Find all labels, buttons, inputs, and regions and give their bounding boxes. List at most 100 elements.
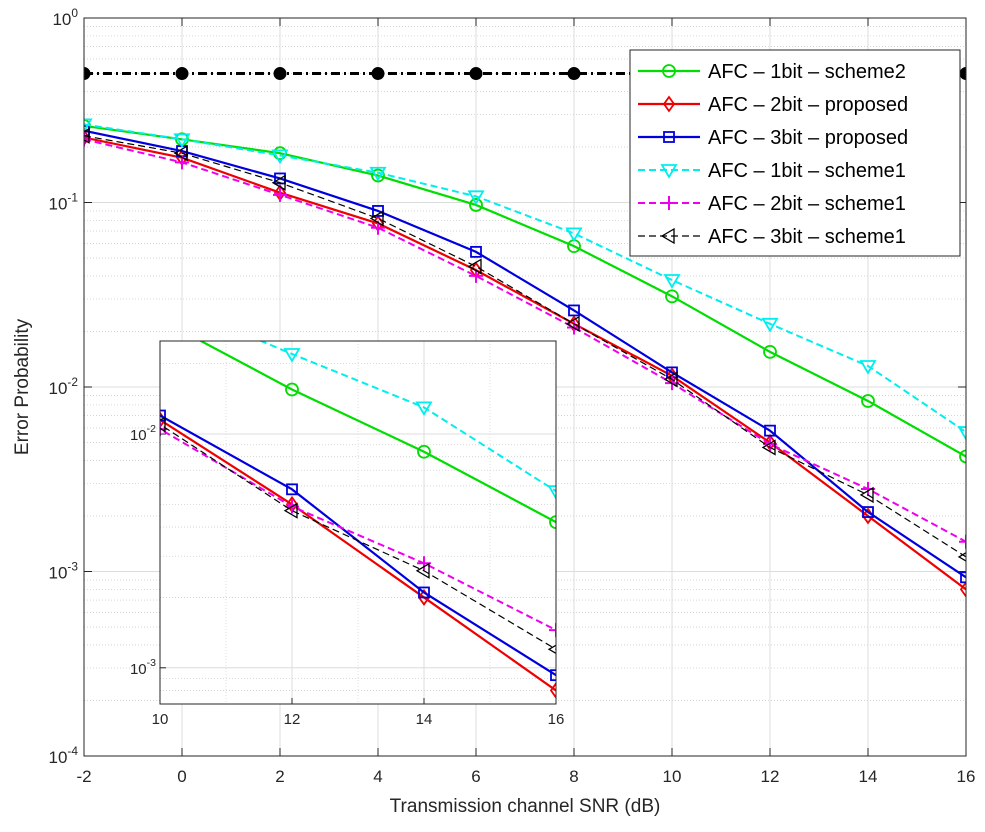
data-point <box>415 401 433 417</box>
y-tick-label: 10-2 <box>49 375 79 398</box>
legend-label: AFC – 1bit – scheme1 <box>708 160 906 182</box>
legend-items: AFC – 1bit – scheme2 AFC – 2bit – propose… <box>638 61 908 248</box>
data-point <box>761 317 779 333</box>
data-point <box>547 485 556 500</box>
data-point <box>861 394 875 408</box>
data-point <box>549 515 556 529</box>
main-x-ticks: -2 0 2 4 6 8 10 12 14 16 <box>76 18 975 786</box>
data-point <box>665 289 679 304</box>
data-point <box>467 258 482 275</box>
x-tick-label: 10 <box>663 767 682 786</box>
data-point <box>469 198 483 212</box>
data-point <box>470 245 482 258</box>
legend-label: AFC – 2bit – scheme1 <box>708 193 906 215</box>
data-point <box>568 304 580 317</box>
data-point <box>371 67 385 81</box>
inset-x-ticks: 10 12 14 16 <box>152 698 565 728</box>
data-point <box>285 382 299 397</box>
x-tick-label: 16 <box>957 767 976 786</box>
data-point <box>957 552 966 562</box>
data-point <box>549 681 556 699</box>
data-point <box>469 67 483 81</box>
data-point <box>960 571 966 584</box>
x-tick-label: 14 <box>859 767 878 786</box>
legend-marker <box>663 131 675 143</box>
series-3 <box>84 118 966 441</box>
data-point <box>271 149 289 165</box>
data-point <box>417 444 431 459</box>
legend-box <box>629 49 961 257</box>
legend-item: AFC – 2bit – scheme1 <box>638 193 906 215</box>
y-tick-label: 10-3 <box>130 657 156 678</box>
data-point <box>283 502 298 519</box>
inset-axes-box <box>159 340 557 705</box>
data-point <box>160 409 166 422</box>
series-5 <box>160 416 556 655</box>
legend-marker <box>662 64 676 78</box>
y-tick-label: 10-2 <box>130 423 156 444</box>
inset-x-tick-label: 10 <box>152 711 169 728</box>
series-3 <box>258 341 556 500</box>
inset-y-ticks: 10-3 10-2 <box>130 423 166 678</box>
legend-item: AFC – 3bit – scheme1 <box>638 226 906 248</box>
x-tick-label: -2 <box>76 767 91 786</box>
data-point <box>859 486 874 504</box>
data-point <box>369 210 384 227</box>
legend-marker <box>662 95 676 113</box>
data-point <box>565 315 580 332</box>
data-point <box>415 562 430 579</box>
data-point <box>271 174 286 191</box>
y-axis-label: Error Probability <box>12 318 33 455</box>
legend-marker <box>660 227 675 245</box>
data-point <box>764 424 776 437</box>
series-line <box>84 138 966 543</box>
data-point <box>959 449 966 464</box>
inset-series <box>160 341 556 699</box>
data-point <box>286 483 298 496</box>
data-point <box>957 426 966 441</box>
legend-item: AFC – 1bit – scheme2 <box>638 61 906 83</box>
series-2 <box>160 409 556 682</box>
legend-item: AFC – 1bit – scheme1 <box>638 160 906 182</box>
data-point <box>273 67 287 81</box>
x-axis-label: Transmission channel SNR (dB) <box>390 796 661 817</box>
series-line <box>84 123 966 433</box>
data-point <box>567 67 581 81</box>
y-tick-label: 10-3 <box>49 560 79 583</box>
data-point <box>273 187 287 202</box>
legend-label: AFC – 3bit – scheme1 <box>708 226 906 248</box>
data-point <box>160 416 166 433</box>
legend-item: AFC – 3bit – proposed <box>638 127 908 149</box>
data-point <box>175 67 189 81</box>
x-tick-label: 4 <box>373 767 382 786</box>
x-tick-label: 12 <box>761 767 780 786</box>
inset-x-tick-label: 16 <box>548 711 565 728</box>
y-tick-label: 100 <box>52 6 78 29</box>
legend-label: AFC – 2bit – proposed <box>708 94 908 116</box>
legend-item: AFC – 2bit – proposed <box>638 94 908 116</box>
legend-label: AFC – 3bit – proposed <box>708 127 908 149</box>
data-point <box>84 118 93 134</box>
data-point <box>369 166 387 182</box>
data-point <box>859 360 877 375</box>
x-tick-label: 0 <box>177 767 186 786</box>
data-point <box>862 506 874 518</box>
series-line <box>198 341 556 524</box>
data-point <box>663 371 678 388</box>
data-point <box>173 133 191 149</box>
y-tick-label: 10-1 <box>49 191 79 214</box>
x-tick-label: 6 <box>471 767 480 786</box>
data-point <box>550 669 556 682</box>
data-point <box>84 127 90 144</box>
inset-plot: 10 12 14 16 10-3 10-2 <box>130 340 565 728</box>
inset-x-tick-label: 14 <box>416 711 433 728</box>
data-point <box>173 145 188 162</box>
series-line <box>84 135 966 558</box>
data-point <box>663 274 681 289</box>
legend-marker <box>660 164 678 179</box>
x-tick-label: 8 <box>569 767 578 786</box>
series-line <box>160 414 556 677</box>
series-0 <box>198 341 556 529</box>
data-point <box>84 67 91 81</box>
